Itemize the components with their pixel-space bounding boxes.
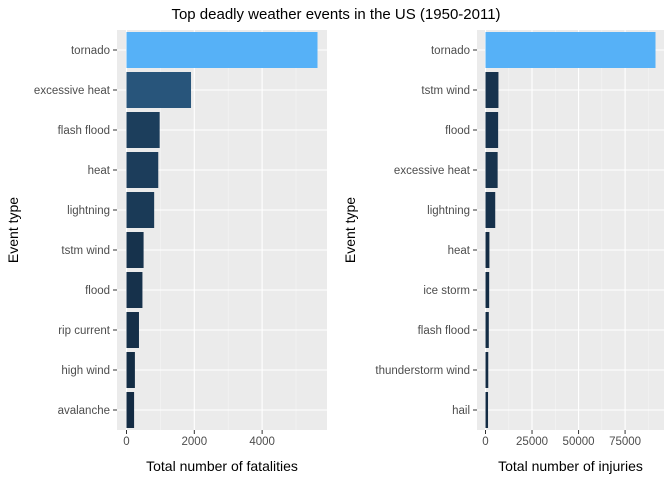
y-tick-label: heat [448, 245, 471, 257]
y-tick-label: heat [88, 165, 111, 177]
y-tick-label: flood [445, 125, 470, 137]
y-tick-label: ice storm [423, 285, 470, 297]
injuries-panel: tornado tstm wind flood excessive heat light… [342, 30, 664, 474]
bar-lightning [126, 192, 155, 228]
x-tick-label: 25000 [516, 436, 548, 448]
y-tick-label: flood [85, 285, 110, 297]
bar-flood [485, 112, 499, 148]
y-tick-label: tstm wind [421, 85, 470, 97]
fatalities-x-axis-title: Total number of fatalities [146, 458, 298, 474]
x-tick-label: 0 [482, 436, 488, 448]
bar-excessive-heat [126, 72, 192, 108]
panel-background [477, 30, 664, 430]
bar-rip-current [126, 312, 139, 348]
bar-heat [485, 232, 490, 268]
bar-heat [126, 152, 159, 188]
bar-flash-flood [126, 112, 160, 148]
bar-tstm-wind [126, 232, 144, 268]
fatalities-panel: tornado excessive heat flash flood heat ligh… [5, 30, 327, 474]
y-tick-label: tstm wind [61, 245, 110, 257]
bar-flash-flood [485, 312, 489, 348]
y-tick-label: tornado [431, 45, 470, 57]
y-tick-label: thunderstorm wind [375, 365, 470, 377]
bar-tornado [485, 32, 656, 68]
y-tick-label: tornado [71, 45, 110, 57]
bar-thunderstorm-wind [485, 352, 489, 388]
chart-title: Top deadly weather events in the US (195… [171, 6, 500, 23]
bar-tornado [126, 32, 318, 68]
x-tick-label: 75000 [609, 436, 641, 448]
injuries-x-axis-title: Total number of injuries [498, 458, 643, 474]
bar-flood [126, 272, 143, 308]
x-tick-label: 0 [123, 436, 129, 448]
x-tick-label: 50000 [563, 436, 595, 448]
y-tick-label: lightning [67, 205, 110, 217]
bar-avalanche [126, 392, 135, 428]
x-tick-label: 2000 [182, 436, 208, 448]
y-tick-label: excessive heat [394, 165, 471, 177]
bar-high-wind [126, 352, 135, 388]
y-tick-label: high wind [61, 365, 110, 377]
y-tick-label: hail [452, 405, 470, 417]
injuries-y-axis-title: Event type [342, 197, 358, 263]
y-tick-label: lightning [427, 205, 470, 217]
y-tick-label: flash flood [418, 325, 470, 337]
bar-tstm-wind [485, 72, 499, 108]
y-tick-label: flash flood [58, 125, 110, 137]
y-tick-label: excessive heat [34, 85, 111, 97]
y-tick-label: avalanche [58, 405, 110, 417]
bar-lightning [485, 192, 496, 228]
bar-hail [485, 392, 489, 428]
y-tick-label: rip current [58, 325, 111, 337]
x-tick-label: 4000 [249, 436, 275, 448]
bar-ice-storm [485, 272, 490, 308]
bar-excessive-heat [485, 152, 498, 188]
fatalities-y-axis-title: Event type [5, 197, 21, 263]
